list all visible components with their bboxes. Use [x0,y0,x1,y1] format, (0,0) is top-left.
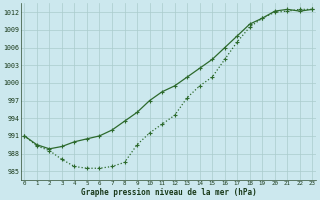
X-axis label: Graphe pression niveau de la mer (hPa): Graphe pression niveau de la mer (hPa) [81,188,256,197]
